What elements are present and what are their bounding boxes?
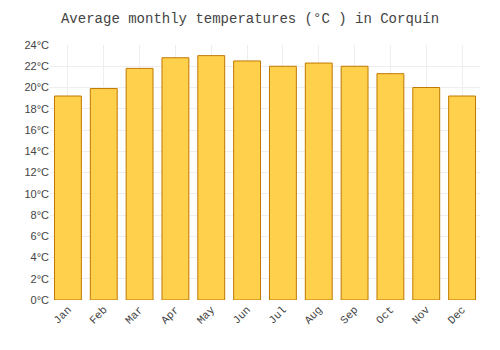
svg-text:22°C: 22°C <box>24 60 49 72</box>
svg-text:18°C: 18°C <box>24 103 49 115</box>
svg-text:Jun: Jun <box>231 304 253 326</box>
svg-text:8°C: 8°C <box>31 209 50 221</box>
svg-text:0°C: 0°C <box>31 294 50 306</box>
svg-text:Mar: Mar <box>123 304 145 326</box>
svg-text:Sep: Sep <box>338 304 360 326</box>
svg-text:May: May <box>195 304 218 327</box>
svg-text:2°C: 2°C <box>31 273 50 285</box>
svg-text:6°C: 6°C <box>31 230 50 242</box>
svg-text:4°C: 4°C <box>31 251 50 263</box>
svg-text:Dec: Dec <box>446 304 468 326</box>
svg-text:Average monthly temperatures (: Average monthly temperatures (°C ) in Co… <box>61 11 439 27</box>
svg-text:Feb: Feb <box>87 304 109 326</box>
svg-text:16°C: 16°C <box>24 124 49 136</box>
svg-text:Apr: Apr <box>159 304 181 326</box>
svg-text:12°C: 12°C <box>24 166 49 178</box>
svg-text:Jan: Jan <box>51 304 73 326</box>
svg-text:20°C: 20°C <box>24 81 49 93</box>
svg-text:Jul: Jul <box>266 304 288 326</box>
svg-text:10°C: 10°C <box>24 188 49 200</box>
svg-text:24°C: 24°C <box>24 39 49 51</box>
svg-text:Nov: Nov <box>410 304 433 327</box>
svg-text:Aug: Aug <box>302 304 324 326</box>
svg-text:Oct: Oct <box>374 304 396 326</box>
svg-text:14°C: 14°C <box>24 145 49 157</box>
